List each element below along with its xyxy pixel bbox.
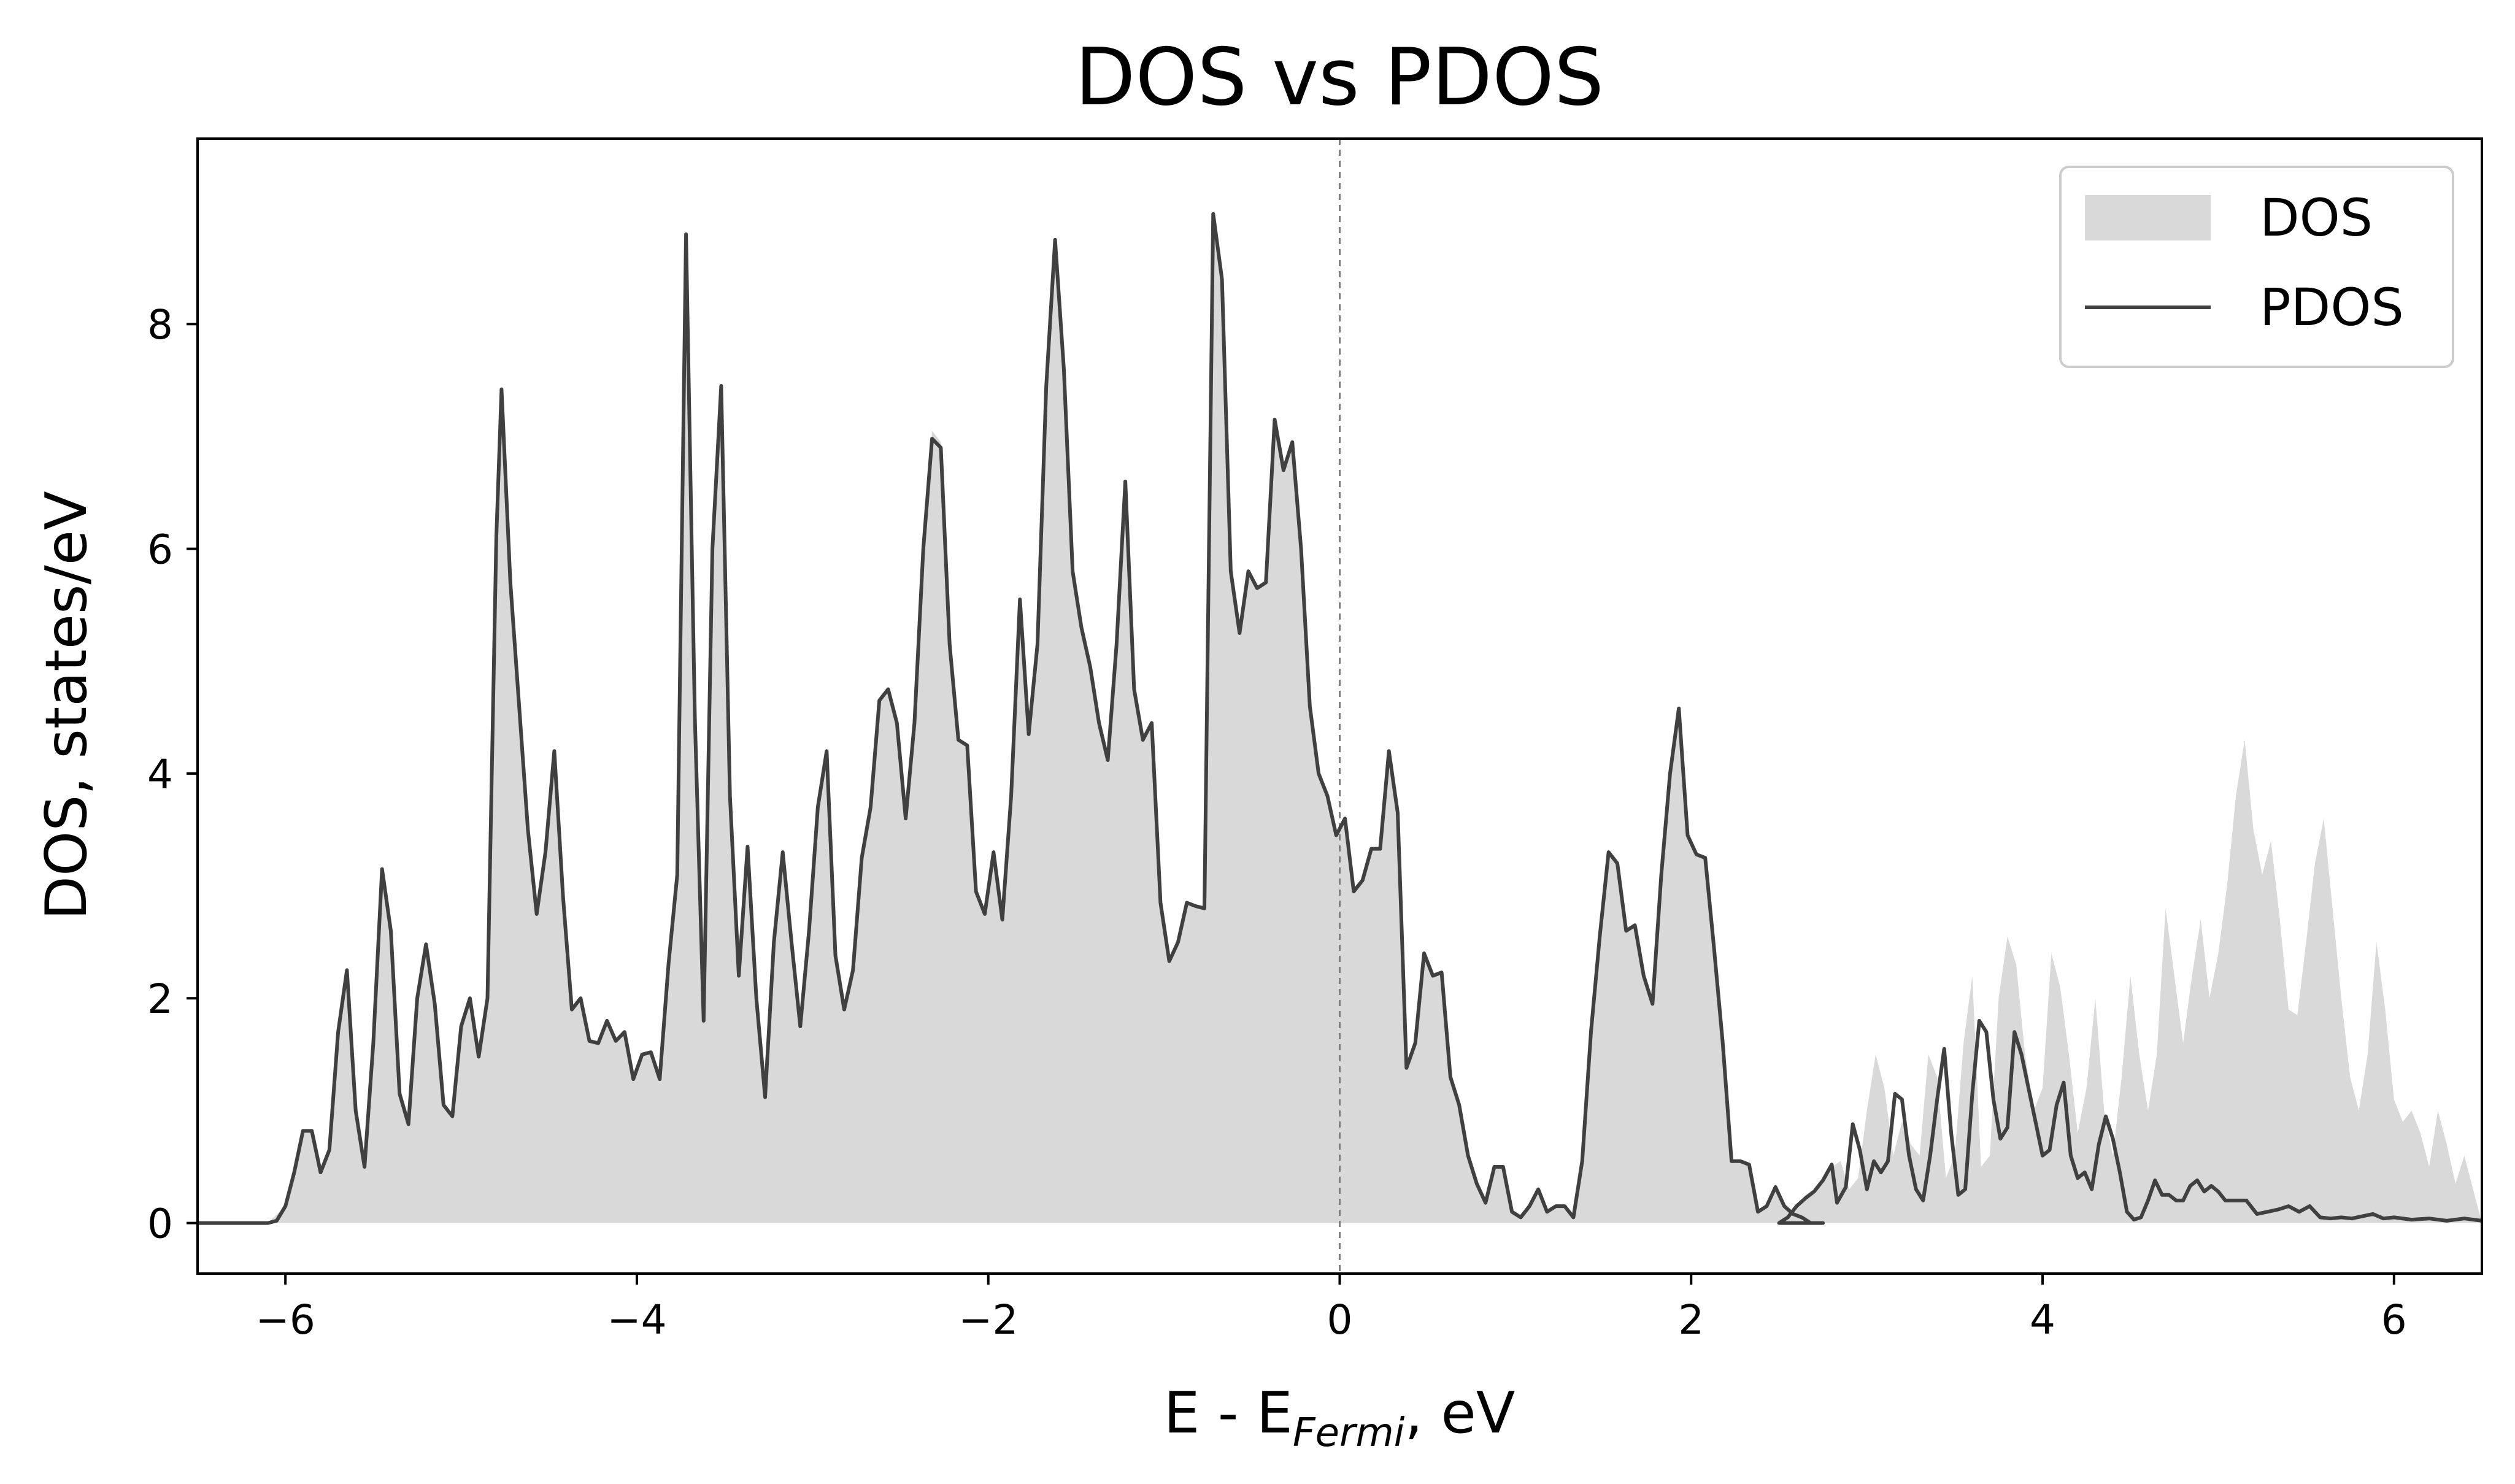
legend-dos-label: DOS [2260,188,2373,248]
x-tick-label: 6 [2381,1296,2407,1344]
y-axis-label: DOS, states/eV [33,491,99,920]
x-tick-label: 0 [1327,1296,1353,1344]
x-tick-label: −4 [607,1296,666,1344]
legend: DOS PDOS [2059,166,2454,368]
x-axis-label-prefix: E - E [1164,1380,1293,1446]
chart-title: DOS vs PDOS [1075,32,1604,123]
plot-area [198,139,2482,1274]
legend-pdos-label: PDOS [2260,277,2404,337]
x-axis-label-subscript: Fermi [1293,1410,1405,1456]
y-tick-label: 4 [147,751,173,798]
x-tick-label: −6 [256,1296,315,1344]
x-tick-label: 2 [1678,1296,1704,1344]
y-tick-label: 0 [147,1201,173,1248]
x-axis-label: E - EFermi, eV [1164,1380,1516,1456]
series-dos-area [198,213,2482,1223]
y-tick-label: 8 [147,301,173,348]
x-tick-label: 4 [2030,1296,2055,1344]
series-pdos-line [198,212,2482,1225]
x-tick-label: −2 [958,1296,1018,1344]
x-axis-label-suffix: , eV [1404,1380,1515,1446]
y-axis: 0 2 4 6 8 [147,301,198,1248]
x-axis: −6 −4 −2 0 2 4 6 [256,1274,2407,1344]
y-tick-label: 2 [147,975,173,1023]
legend-dos-swatch [2085,195,2211,240]
y-tick-label: 6 [147,526,173,574]
